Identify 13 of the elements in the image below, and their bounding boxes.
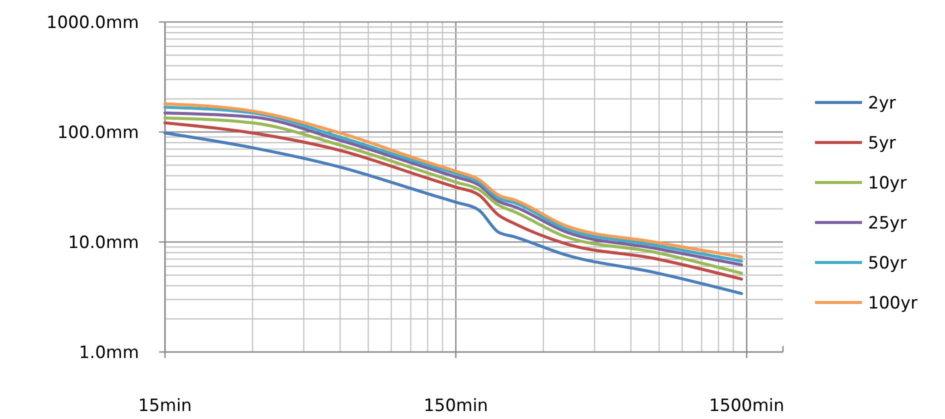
legend-label: 5yr	[868, 133, 896, 154]
legend-label: 10yr	[868, 173, 907, 194]
x-tick-label: 15min	[138, 396, 192, 416]
x-tick-label: 1500min	[709, 396, 784, 416]
y-tick-label: 10.0mm	[68, 232, 139, 253]
y-tick-label: 1.0mm	[78, 342, 139, 363]
legend-label: 25yr	[868, 213, 907, 234]
legend-label: 2yr	[868, 93, 896, 114]
y-tick-label: 100.0mm	[57, 122, 139, 143]
x-tick-label: 150min	[424, 396, 488, 416]
y-tick-label: 1000.0mm	[46, 12, 139, 33]
legend-label: 50yr	[868, 253, 907, 274]
legend-label: 100yr	[868, 293, 918, 314]
